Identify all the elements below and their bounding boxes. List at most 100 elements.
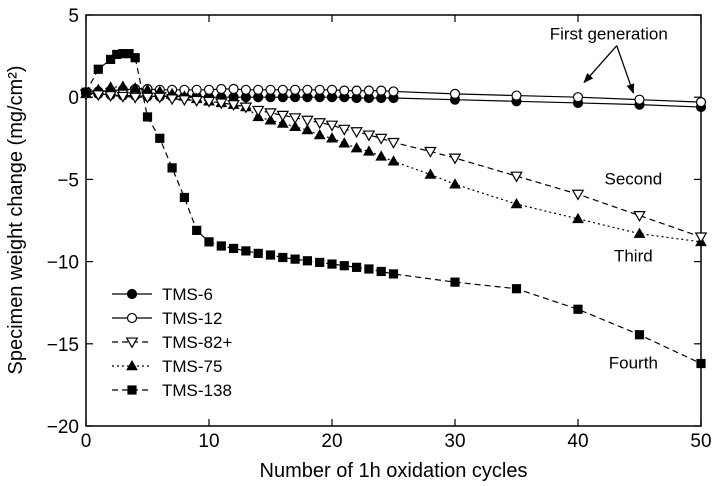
data-point bbox=[92, 90, 105, 102]
data-point bbox=[338, 124, 351, 136]
data-point bbox=[572, 212, 584, 224]
data-point bbox=[571, 189, 585, 201]
legend-marker bbox=[126, 312, 138, 324]
data-point bbox=[192, 225, 202, 235]
data-point bbox=[315, 257, 325, 268]
data-point bbox=[326, 84, 338, 95]
data-point bbox=[424, 146, 437, 158]
data-point bbox=[253, 248, 263, 258]
data-point bbox=[634, 330, 645, 340]
data-point bbox=[694, 232, 708, 244]
y-axis-label: Specimen weight change (mg/cm²) bbox=[5, 65, 27, 374]
data-point bbox=[388, 86, 399, 97]
legend-label: TMS-138 bbox=[162, 381, 232, 400]
data-point bbox=[228, 83, 239, 95]
data-point bbox=[634, 94, 645, 105]
data-point bbox=[81, 87, 91, 97]
data-point bbox=[424, 168, 437, 179]
legend-marker bbox=[127, 385, 137, 395]
data-point bbox=[204, 237, 214, 247]
data-point bbox=[165, 94, 179, 106]
legend-item: TMS-75 bbox=[112, 357, 222, 376]
data-point bbox=[276, 117, 289, 128]
legend-item: TMS-6 bbox=[112, 285, 213, 304]
data-point bbox=[326, 132, 338, 143]
y-tick-label: −20 bbox=[47, 417, 79, 438]
data-point bbox=[241, 246, 251, 256]
data-point bbox=[153, 92, 167, 104]
annotation-label: Third bbox=[614, 247, 653, 266]
data-point bbox=[387, 137, 400, 149]
data-point bbox=[327, 259, 337, 269]
series-tms-138 bbox=[81, 49, 706, 369]
data-point bbox=[142, 112, 153, 122]
data-point bbox=[510, 171, 523, 183]
data-point bbox=[301, 124, 314, 135]
x-axis-label: Number of 1h oxidation cycles bbox=[260, 460, 528, 482]
annotation-label: Fourth bbox=[609, 353, 658, 372]
x-tick-label: 20 bbox=[321, 431, 342, 452]
data-point bbox=[117, 80, 129, 91]
data-point bbox=[301, 115, 314, 127]
annotation-label: First generation bbox=[550, 25, 668, 44]
data-point bbox=[511, 90, 522, 101]
y-tick-label: 5 bbox=[68, 6, 79, 27]
series-layer bbox=[79, 49, 708, 369]
data-point bbox=[375, 150, 388, 161]
data-point bbox=[251, 105, 265, 117]
data-point bbox=[141, 92, 154, 104]
data-point bbox=[350, 142, 363, 153]
data-point bbox=[313, 118, 326, 130]
data-point bbox=[116, 91, 130, 103]
data-point bbox=[129, 82, 142, 93]
data-point bbox=[450, 277, 460, 287]
data-point bbox=[363, 85, 374, 96]
data-point bbox=[696, 358, 706, 369]
data-point bbox=[240, 84, 251, 95]
data-point bbox=[128, 92, 142, 104]
data-point bbox=[350, 127, 363, 139]
legend-label: TMS-12 bbox=[162, 309, 222, 328]
legend: TMS-6 TMS-12 TMS-82+ TMS-75 TMS-138 bbox=[112, 285, 232, 400]
legend-marker bbox=[126, 288, 138, 300]
data-point bbox=[376, 85, 387, 96]
x-tick-label: 30 bbox=[444, 431, 465, 452]
data-point bbox=[573, 304, 583, 314]
data-point bbox=[216, 241, 226, 251]
legend-marker bbox=[126, 359, 138, 371]
data-point bbox=[265, 250, 276, 260]
data-point bbox=[289, 120, 301, 132]
legend-label: TMS-75 bbox=[162, 357, 222, 376]
legend-marker bbox=[125, 337, 139, 349]
x-tick-label: 0 bbox=[81, 431, 92, 452]
data-point bbox=[448, 153, 462, 165]
data-point bbox=[288, 113, 302, 125]
legend-item: TMS-82+ bbox=[112, 333, 232, 352]
data-point bbox=[364, 264, 374, 274]
y-tick-label: 0 bbox=[68, 88, 79, 109]
legend-item: TMS-12 bbox=[112, 309, 222, 328]
data-point bbox=[229, 243, 239, 254]
data-point bbox=[313, 128, 326, 140]
data-point bbox=[276, 110, 290, 122]
data-point bbox=[338, 137, 351, 148]
data-point bbox=[511, 284, 522, 294]
data-point bbox=[510, 198, 523, 209]
data-point bbox=[178, 95, 191, 107]
annotation-label: Second bbox=[605, 169, 663, 188]
data-point bbox=[253, 84, 264, 95]
data-point bbox=[449, 88, 461, 100]
data-point bbox=[104, 81, 117, 92]
data-point bbox=[363, 145, 375, 156]
annotation-arrow bbox=[583, 45, 618, 84]
data-point bbox=[314, 84, 325, 95]
annotation-arrow bbox=[616, 45, 635, 95]
data-point bbox=[376, 266, 386, 277]
data-point bbox=[302, 84, 313, 95]
data-point bbox=[351, 85, 362, 96]
x-tick-label: 50 bbox=[690, 431, 711, 452]
data-point bbox=[277, 84, 288, 95]
y-tick-label: −10 bbox=[47, 253, 79, 274]
data-point bbox=[339, 85, 350, 96]
